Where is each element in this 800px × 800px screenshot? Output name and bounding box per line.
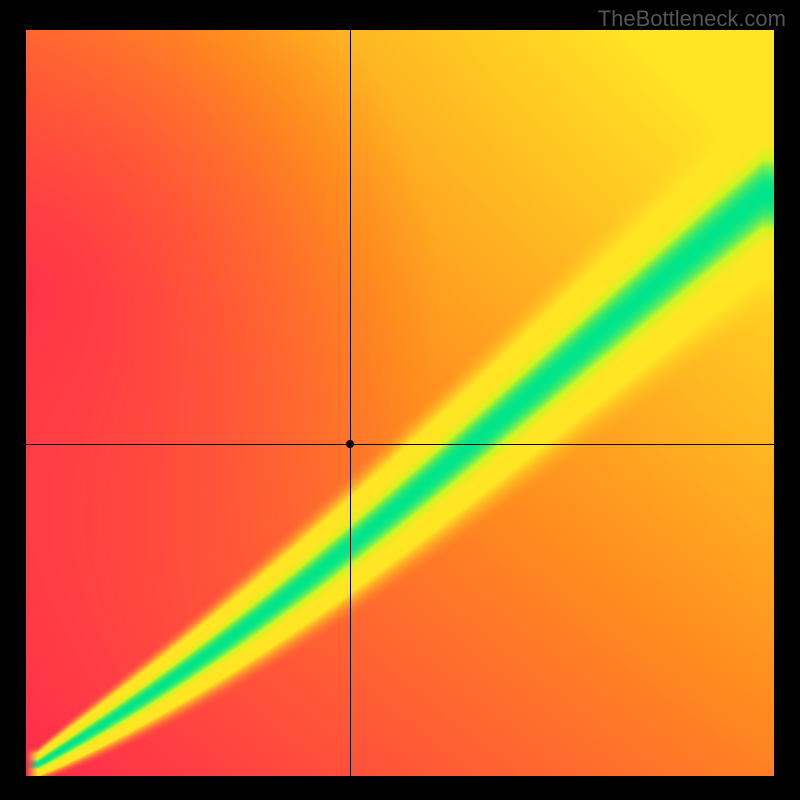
- heatmap-plot: [26, 30, 774, 776]
- watermark-text: TheBottleneck.com: [598, 6, 786, 32]
- crosshair-dot: [346, 440, 354, 448]
- heatmap-canvas: [26, 30, 774, 776]
- crosshair-horizontal: [26, 444, 774, 445]
- crosshair-vertical: [350, 30, 351, 776]
